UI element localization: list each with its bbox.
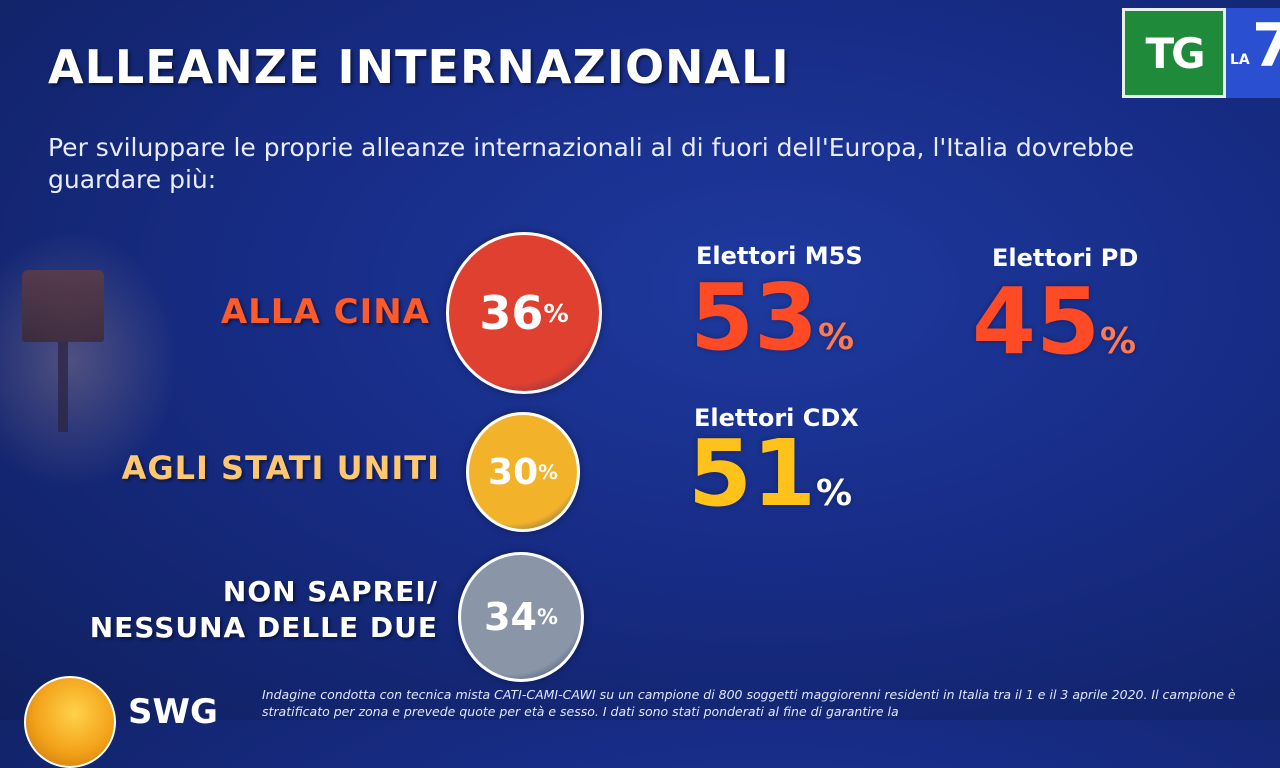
- breakdown-cdx-pct: %: [816, 473, 853, 514]
- breakdown-m5s-label: Elettori M5S: [696, 242, 863, 270]
- swg-logo-text: SWG: [128, 692, 218, 732]
- row-label-non-saprei-line1: NON SAPREI/: [222, 575, 438, 608]
- la7-logo-seven: 7: [1252, 11, 1280, 81]
- circle-usa-pct: %: [538, 460, 558, 484]
- circle-cina-value: 36: [479, 286, 544, 340]
- background-lamp-shade: [22, 270, 104, 342]
- la7-logo-block: LA 7: [1226, 8, 1280, 98]
- la7-logo-la: LA: [1230, 52, 1250, 68]
- breakdown-cdx-number: 51: [688, 420, 817, 527]
- circle-non-saprei-value: 34: [484, 595, 537, 639]
- swg-globe-icon: [24, 676, 116, 768]
- breakdown-pd-label: Elettori PD: [992, 244, 1139, 272]
- breakdown-m5s-pct: %: [818, 317, 855, 358]
- tg-la7-logo: TG LA 7: [1122, 8, 1280, 100]
- survey-footnote: Indagine condotta con tecnica mista CATI…: [262, 687, 1236, 719]
- row-label-cina-text: ALLA CINA: [220, 292, 430, 332]
- background-lamp-stem: [58, 342, 68, 432]
- chart-subtitle: Per sviluppare le proprie alleanze inter…: [48, 133, 1135, 194]
- breakdown-cdx-label: Elettori CDX: [694, 404, 859, 432]
- circle-usa: 30%: [466, 412, 580, 532]
- breakdown-m5s-value: 53%: [690, 272, 854, 384]
- breakdown-m5s-number: 53: [690, 264, 819, 371]
- row-label-non-saprei: NON SAPREI/ NESSUNA DELLE DUE: [80, 574, 438, 646]
- circle-usa-value: 30: [488, 451, 539, 493]
- row-label-cina: ALLA CINA: [120, 292, 430, 332]
- circle-non-saprei: 34%: [458, 552, 584, 682]
- breakdown-pd-pct: %: [1100, 321, 1137, 362]
- row-label-non-saprei-line2: NESSUNA DELLE DUE: [89, 611, 438, 644]
- circle-cina-pct: %: [543, 298, 569, 328]
- row-label-usa: AGLI STATI UNITI: [40, 448, 440, 488]
- breakdown-cdx-value: 51%: [688, 428, 852, 540]
- row-label-usa-text: AGLI STATI UNITI: [121, 449, 440, 487]
- breakdown-pd-number: 45: [972, 268, 1101, 375]
- circle-non-saprei-pct: %: [536, 605, 558, 629]
- tg-logo-text: TG: [1122, 8, 1226, 98]
- swg-logo: SWG: [24, 670, 254, 768]
- circle-cina: 36%: [446, 232, 602, 394]
- chart-title: ALLEANZE INTERNAZIONALI: [48, 40, 790, 94]
- breakdown-pd-value: 45%: [972, 276, 1136, 388]
